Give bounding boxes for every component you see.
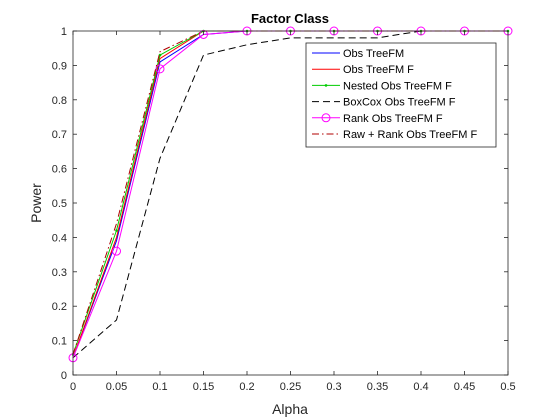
y-axis: 0 0.1 0.2 0.3 0.4 0.5 0.6 0.7 0.8 0.9 1 <box>52 26 508 382</box>
series-point-4 <box>112 246 121 256</box>
y-tick-label: 0.4 <box>52 232 67 244</box>
y-tick-label: 0.3 <box>52 267 67 279</box>
legend-label-5: Raw + Rank Obs TreeFM F <box>343 129 477 141</box>
y-tick-label: 0.2 <box>52 301 67 313</box>
x-tick-label: 0.3 <box>326 381 341 393</box>
legend-label-4: Rank Obs TreeFM F <box>343 113 443 125</box>
y-tick-label: 0.1 <box>52 336 67 348</box>
y-tick-label: 1 <box>61 26 67 38</box>
series-line-3 <box>72 30 508 359</box>
x-tick-label: 0.2 <box>239 381 254 393</box>
y-tick-label: 0 <box>61 370 67 382</box>
y-tick-label: 0.9 <box>52 60 67 72</box>
legend-box <box>305 42 497 148</box>
x-axis: 0 0.05 0.1 0.15 0.2 0.25 0.3 0.35 0.4 0.45 0.5 <box>70 31 516 393</box>
legend: Obs TreeFM Obs TreeFM F Nested Obs TreeFM … <box>305 42 497 148</box>
legend-marker-2 <box>324 84 328 87</box>
x-tick-label: 0.45 <box>454 381 475 393</box>
y-tick-label: 0.7 <box>52 129 67 141</box>
series-point-4 <box>199 29 208 39</box>
series-point-2 <box>115 229 118 232</box>
y-axis-label: Power <box>28 183 44 223</box>
legend-label-2: Nested Obs TreeFM F <box>343 80 452 92</box>
x-tick-label: 0 <box>70 381 76 393</box>
x-tick-label: 0.25 <box>280 381 301 393</box>
x-tick-label: 0.05 <box>106 381 127 393</box>
x-axis-label: Alpha <box>272 401 308 417</box>
y-tick-label: 0.8 <box>52 95 67 107</box>
chart-title: Factor Class <box>251 11 329 26</box>
x-tick-label: 0.35 <box>367 381 388 393</box>
x-tick-label: 0.1 <box>152 381 167 393</box>
legend-label-1: Obs TreeFM F <box>343 64 414 76</box>
x-tick-label: 0.15 <box>193 381 214 393</box>
x-tick-label: 0.4 <box>413 381 428 393</box>
legend-marker-4 <box>321 113 331 123</box>
series-point-4 <box>155 64 165 74</box>
legend-label-3: BoxCox Obs TreeFM F <box>343 97 456 109</box>
legend-label-0: Obs TreeFM <box>343 48 404 60</box>
y-tick-label: 0.5 <box>52 198 67 210</box>
x-tick-label: 0.5 <box>500 381 515 393</box>
y-tick-label: 0.6 <box>52 164 67 176</box>
